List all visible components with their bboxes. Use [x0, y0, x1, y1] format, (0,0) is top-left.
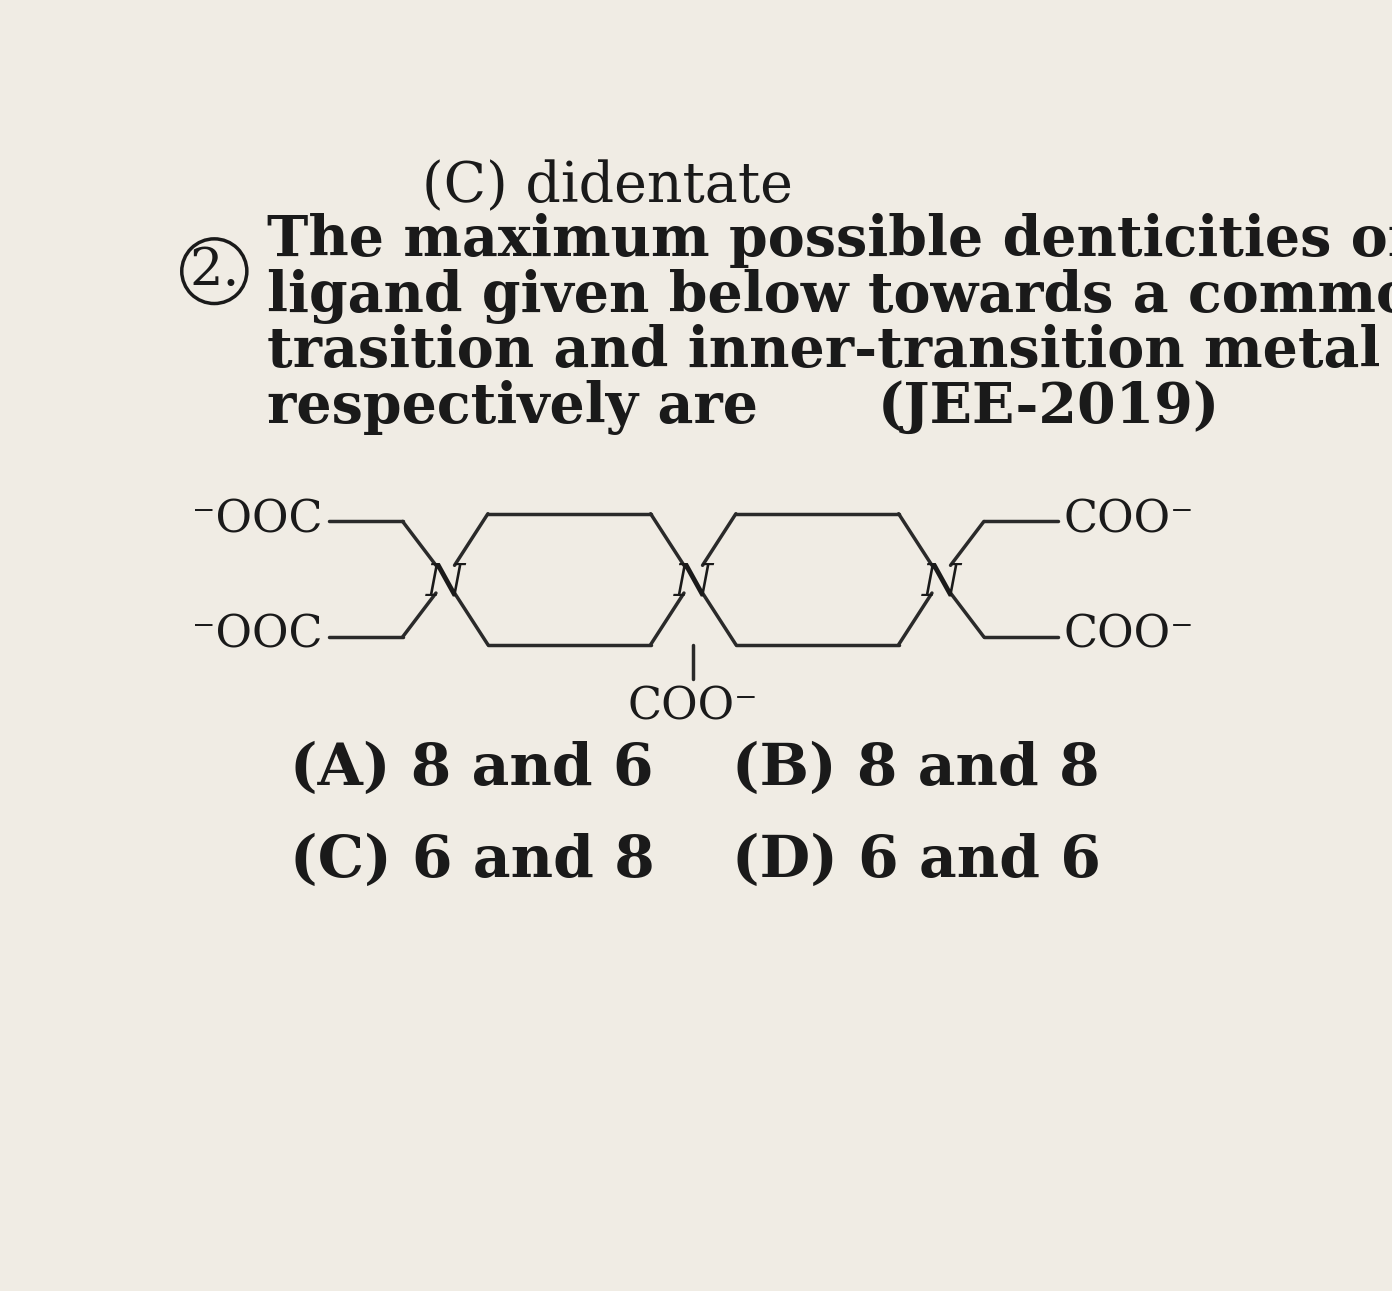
Text: (C) 6 and 8: (C) 6 and 8	[291, 833, 656, 889]
Text: N: N	[674, 562, 713, 604]
Text: (B) 8 and 8: (B) 8 and 8	[732, 741, 1100, 797]
Text: COO⁻: COO⁻	[1063, 498, 1194, 541]
Text: ⁻OOC: ⁻OOC	[192, 613, 323, 657]
Text: ligand given below towards a common: ligand given below towards a common	[267, 269, 1392, 324]
Text: COO⁻: COO⁻	[628, 686, 759, 728]
Text: respectively are: respectively are	[267, 380, 759, 435]
Text: trasition and inner-transition metal ion,: trasition and inner-transition metal ion…	[267, 324, 1392, 380]
Text: 2.: 2.	[189, 245, 239, 296]
Text: N: N	[426, 562, 465, 604]
Text: (JEE-2019): (JEE-2019)	[878, 380, 1221, 435]
Text: ⁻OOC: ⁻OOC	[192, 498, 323, 541]
Text: N: N	[922, 562, 960, 604]
Text: The maximum possible denticities of a: The maximum possible denticities of a	[267, 213, 1392, 269]
Text: COO⁻: COO⁻	[1063, 613, 1194, 657]
Text: (A) 8 and 6: (A) 8 and 6	[291, 741, 654, 797]
Text: (D) 6 and 6: (D) 6 and 6	[732, 833, 1101, 889]
Text: (C) didentate: (C) didentate	[422, 160, 793, 214]
